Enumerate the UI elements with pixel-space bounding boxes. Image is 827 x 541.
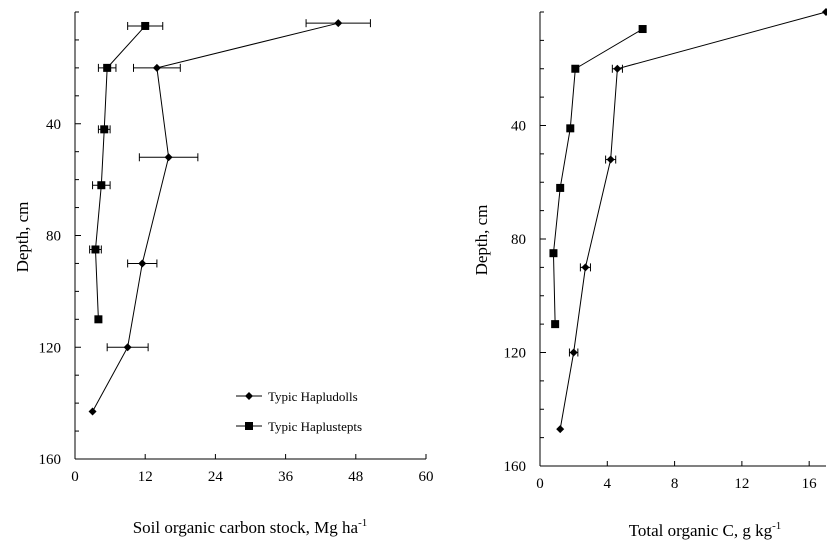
soc-stock-x-tick-label: 60	[419, 469, 434, 485]
soc-stock-y-tick-label: 80	[46, 229, 61, 245]
soc-stock-axes	[74, 12, 426, 460]
soc-stock-series	[88, 19, 371, 416]
soc-stock-y-tick-label: 160	[39, 452, 62, 468]
soc-stock-hapludolls-point	[88, 407, 97, 416]
soc-stock-y-tick-label: 40	[46, 117, 61, 133]
total-oc-x-tick-label: 4	[604, 476, 612, 492]
soc-stock-y-tick-label: 120	[39, 340, 62, 356]
soc-stock-x-tick-label: 12	[138, 469, 153, 485]
total-oc-haplustepts-point	[638, 25, 647, 34]
soc-stock-x-tick-label: 0	[71, 469, 79, 485]
soc-stock-haplustepts-point	[97, 181, 106, 190]
total-oc-series	[549, 8, 827, 434]
total-oc-hapludolls-point	[556, 425, 565, 434]
total-oc-haplustepts-point	[549, 249, 558, 258]
soc-stock-x-tick-label: 24	[208, 469, 224, 485]
soc-stock-hapludolls-point	[152, 63, 161, 72]
soc-stock-x-tick-label: 36	[278, 469, 294, 485]
total-oc-haplustepts-point	[571, 64, 580, 73]
legend-label-hapludolls: Typic Hapludolls	[268, 389, 358, 404]
legend: Typic Hapludolls Typic Haplustepts	[236, 389, 362, 434]
total-oc-hapludolls-point	[606, 155, 615, 164]
total-oc-haplustepts-point	[566, 124, 575, 133]
total-oc-haplustepts-point	[556, 183, 565, 192]
legend-label-haplustepts: Typic Haplustepts	[268, 419, 362, 434]
total-oc-ticks: 0 4 8 12 16 40 80 120 160	[504, 11, 818, 492]
soc-stock-haplustepts-point	[91, 245, 100, 254]
total-oc-y-tick-label: 40	[511, 119, 526, 135]
total-oc-chart: 0 4 8 12 16 40 80 120 160 Depth, cm Total organi…	[472, 8, 827, 540]
total-oc-x-tick-label: 0	[536, 476, 544, 492]
soc-stock-haplustepts-point	[94, 315, 103, 324]
legend-marker-hapludolls	[245, 392, 253, 400]
soc-stock-haplustepts-point	[100, 125, 109, 134]
soc-stock-haplustepts-point	[103, 63, 112, 72]
soc-stock-hapludolls-point	[138, 259, 147, 268]
total-oc-hapludolls-line	[559, 11, 827, 430]
total-oc-x-tick-label: 8	[671, 476, 679, 492]
total-oc-hapludolls-point	[822, 8, 827, 16]
total-oc-haplustepts-line	[552, 28, 643, 325]
total-oc-x-tick-label: 16	[802, 476, 818, 492]
soc-stock-ticks: 0 12 24 36 48 60 40 80 120 160	[39, 11, 434, 485]
soc-stock-y-axis-title: Depth, cm	[13, 202, 32, 273]
total-oc-y-tick-label: 80	[511, 232, 526, 248]
total-oc-haplustepts-point	[551, 320, 560, 329]
total-oc-hapludolls-point	[581, 263, 590, 272]
legend-item-hapludolls: Typic Hapludolls	[236, 389, 358, 404]
total-oc-hapludolls-point	[569, 348, 578, 357]
soc-stock-hapludolls-line	[92, 22, 339, 412]
soc-stock-hapludolls-point	[164, 153, 173, 162]
soc-stock-chart: 0 12 24 36 48 60 40 80 120 160 Depth, cm Soil org…	[13, 11, 434, 537]
total-oc-x-tick-label: 12	[734, 476, 749, 492]
legend-marker-haplustepts	[245, 422, 253, 430]
soc-stock-x-axis-title: Soil organic carbon stock, Mg ha-1	[133, 517, 368, 537]
total-oc-y-tick-label: 120	[504, 346, 527, 362]
total-oc-y-axis-title: Depth, cm	[472, 205, 491, 276]
soc-stock-hapludolls-point	[334, 19, 343, 28]
total-oc-axes	[539, 12, 826, 467]
soc-stock-hapludolls-point	[123, 343, 132, 352]
total-oc-x-axis-title-main: Total organic C, g kg	[629, 521, 773, 540]
total-oc-x-axis-title: Total organic C, g kg-1	[629, 520, 782, 540]
soc-stock-x-tick-label: 48	[348, 469, 363, 485]
soc-stock-haplustepts-line	[94, 25, 146, 320]
soc-stock-x-axis-title-main: Soil organic carbon stock, Mg ha	[133, 518, 359, 537]
total-oc-hapludolls-point	[613, 64, 622, 73]
total-oc-y-tick-label: 160	[504, 459, 527, 475]
total-oc-x-axis-title-sup: -1	[772, 520, 781, 532]
legend-item-haplustepts: Typic Haplustepts	[236, 419, 362, 434]
soc-stock-x-axis-title-sup: -1	[358, 517, 367, 529]
soc-stock-haplustepts-point	[141, 21, 150, 30]
